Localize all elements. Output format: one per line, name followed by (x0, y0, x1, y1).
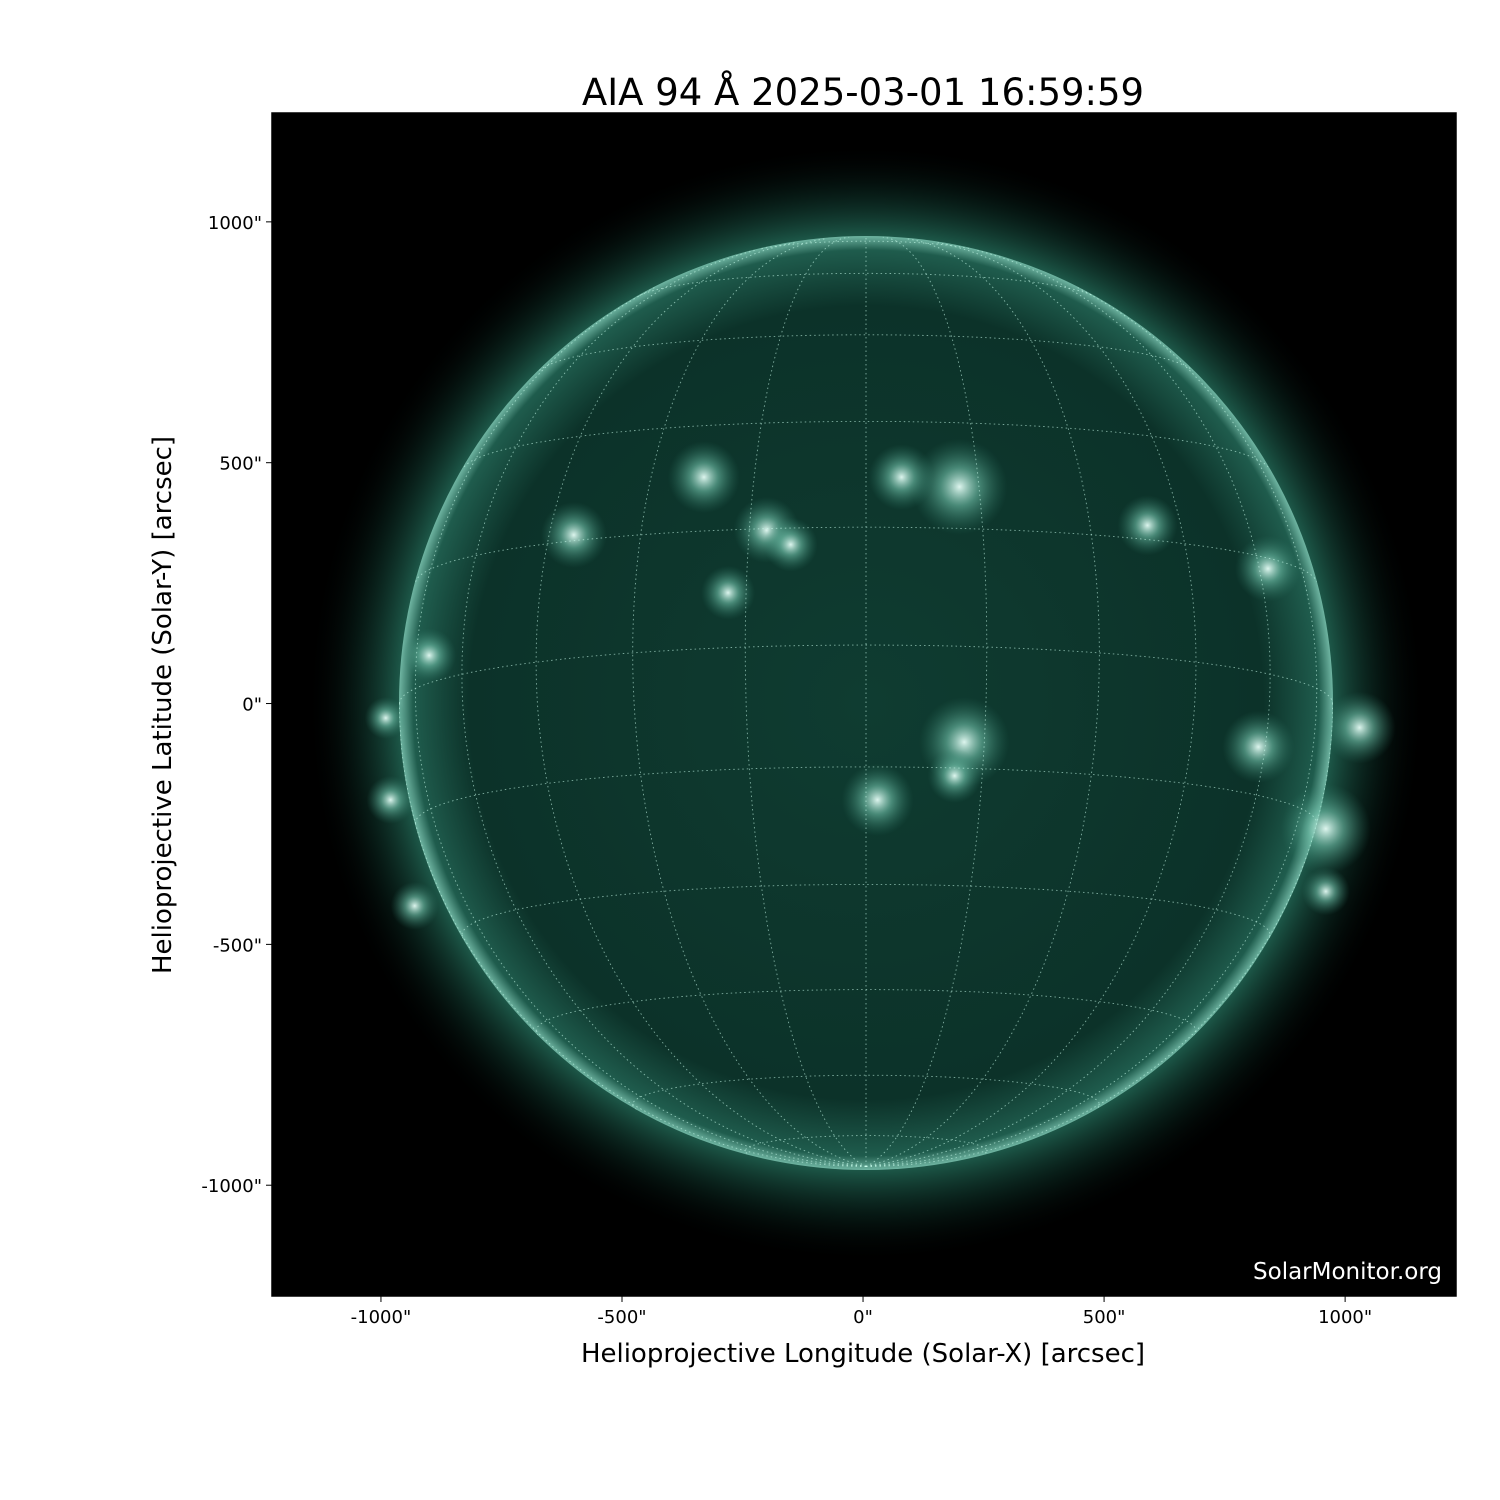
grid-parallel (415, 526, 1317, 582)
grid-parallel (744, 1135, 988, 1154)
bright-region (1222, 710, 1295, 783)
bright-region (667, 441, 740, 514)
x-tick-label: -1000" (351, 1307, 412, 1328)
bright-region (1280, 783, 1371, 874)
chart-title: AIA 94 Å 2025-03-01 16:59:59 (582, 70, 1144, 114)
bright-region (911, 438, 1008, 535)
x-tick-label: 500" (1083, 1307, 1126, 1328)
bright-region (1117, 495, 1178, 556)
bright-region (540, 501, 607, 568)
y-tick-label: -500" (213, 935, 262, 956)
grid-meridian (865, 241, 1197, 1167)
active-regions (364, 438, 1396, 930)
bright-region (841, 763, 914, 836)
bright-region (364, 696, 407, 739)
bright-region (1301, 867, 1350, 916)
bright-region (402, 628, 457, 683)
heliographic-grid (399, 236, 1333, 1167)
x-tick-label: 0" (853, 1307, 873, 1328)
y-axis: 1000" 500" 0" -500" -1000" (201, 213, 272, 1197)
grid-parallel (535, 989, 1197, 1036)
grid-parallel (463, 420, 1269, 468)
grid-meridian (535, 241, 867, 1167)
watermark: SolarMonitor.org (1253, 1259, 1442, 1285)
grid-meridian (865, 287, 1318, 1167)
bright-region (1323, 691, 1396, 764)
grid-parallel (399, 644, 1333, 704)
grid-meridian (865, 249, 1271, 1167)
y-tick-label: -1000" (201, 1176, 262, 1197)
y-tick-label: 0" (242, 695, 262, 716)
bright-region (701, 565, 756, 620)
bright-region (763, 517, 818, 572)
y-tick-label: 500" (219, 454, 262, 475)
bright-region (927, 748, 982, 803)
grid-meridian (865, 236, 988, 1167)
x-tick-label: 1000" (1318, 1307, 1372, 1328)
bright-region (366, 775, 415, 824)
y-tick-label: 1000" (208, 213, 262, 234)
grid-parallel (761, 240, 971, 250)
x-axis: -1000" -500" 0" 500" 1000" (351, 1296, 1372, 1328)
x-tick-label: -500" (597, 1307, 646, 1328)
x-axis-label: Helioprojective Longitude (Solar-X) [arc… (581, 1339, 1145, 1369)
y-axis-label: Helioprojective Latitude (Solar-Y) [arcs… (148, 436, 178, 974)
bright-region (1234, 535, 1301, 602)
grid-meridian (744, 236, 867, 1167)
plot-frame (271, 112, 1457, 1297)
bright-region (390, 881, 439, 930)
grid-meridian (461, 249, 867, 1167)
grid-meridian (414, 287, 867, 1167)
bright-region (868, 444, 935, 511)
